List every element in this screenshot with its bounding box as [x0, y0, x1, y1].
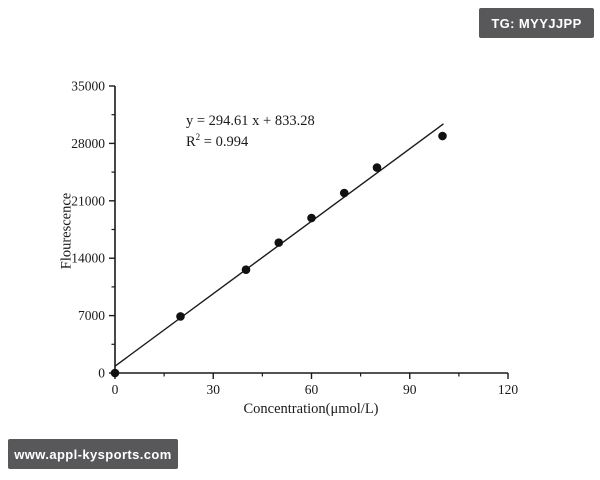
r-squared-sup: 2	[195, 132, 201, 143]
y-tick-label: 14000	[71, 251, 105, 266]
data-point	[339, 188, 349, 198]
y-tick-label: 28000	[71, 136, 105, 151]
x-axis-title: Concentration(μmol/L)	[243, 401, 379, 417]
x-tick-label: 30	[207, 382, 221, 397]
y-axis-title: Flourescence	[58, 192, 75, 270]
x-tick-label: 90	[403, 382, 417, 397]
data-point	[307, 213, 316, 223]
x-tick-label: 0	[112, 382, 119, 397]
x-tick-label: 60	[305, 382, 319, 397]
r-squared-value: = 0.994	[200, 134, 249, 150]
y-tick-label: 21000	[71, 193, 105, 208]
fit-equation: y = 294.61 x + 833.28 R2 = 0.994	[186, 111, 315, 153]
r-squared-base: R	[186, 134, 196, 150]
fit-equation-line2: R2 = 0.994	[186, 132, 315, 153]
y-tick-label: 35000	[71, 79, 105, 94]
data-point	[241, 265, 251, 274]
y-tick-label: 7000	[78, 308, 105, 323]
y-tick-label: 0	[98, 366, 105, 381]
data-point	[176, 312, 185, 321]
data-point	[372, 163, 382, 172]
data-point	[274, 238, 284, 247]
x-tick-label: 120	[498, 382, 519, 397]
data-point	[438, 131, 447, 141]
fit-equation-line1: y = 294.61 x + 833.28	[186, 113, 315, 129]
watermark-top-right: TG: MYYJJPP	[479, 8, 594, 38]
watermark-bottom-left: www.appl-kysports.com	[8, 439, 178, 469]
data-point	[110, 368, 120, 378]
